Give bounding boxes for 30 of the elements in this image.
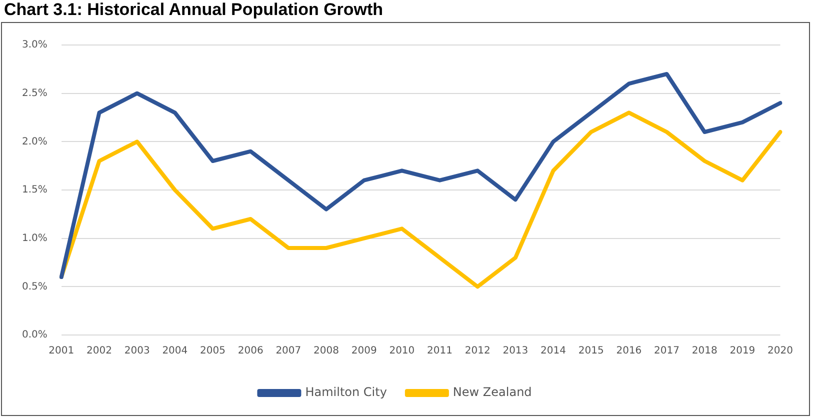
x-tick-label: 2012 [464, 346, 490, 357]
x-tick-label: 2009 [351, 346, 377, 357]
y-tick-label: 3.0% [22, 40, 48, 51]
x-tick-label: 2002 [86, 346, 112, 357]
y-tick-label: 0.5% [22, 281, 48, 292]
x-tick-label: 2011 [427, 346, 452, 357]
x-tick-label: 2014 [540, 346, 566, 357]
x-tick-label: 2020 [768, 346, 793, 357]
x-tick-label: 2005 [200, 346, 226, 357]
legend-label: Hamilton City [305, 385, 387, 400]
legend-label: New Zealand [452, 385, 532, 400]
y-tick-label: 2.0% [22, 136, 48, 148]
x-tick-label: 2018 [692, 346, 718, 357]
x-tick-label: 2019 [730, 346, 756, 357]
chart-title: Chart 3.1: Historical Annual Population Growth [4, 0, 384, 20]
x-tick-label: 2016 [616, 346, 642, 357]
y-tick-label: 2.5% [22, 88, 48, 99]
x-tick-label: 2008 [314, 346, 339, 357]
x-tick-label: 2010 [389, 346, 415, 357]
x-tick-label: 2015 [578, 346, 604, 357]
x-tick-label: 2004 [162, 346, 188, 357]
x-tick-label: 2006 [238, 346, 264, 357]
y-tick-label: 1.0% [22, 232, 48, 244]
x-tick-label: 2007 [276, 346, 302, 357]
x-tick-label: 2013 [502, 346, 528, 357]
x-tick-label: 2003 [124, 346, 150, 357]
y-tick-label: 0.0% [22, 330, 48, 341]
x-tick-label: 2001 [48, 346, 74, 357]
y-tick-label: 1.5% [22, 184, 48, 196]
x-tick-label: 2017 [654, 346, 680, 357]
